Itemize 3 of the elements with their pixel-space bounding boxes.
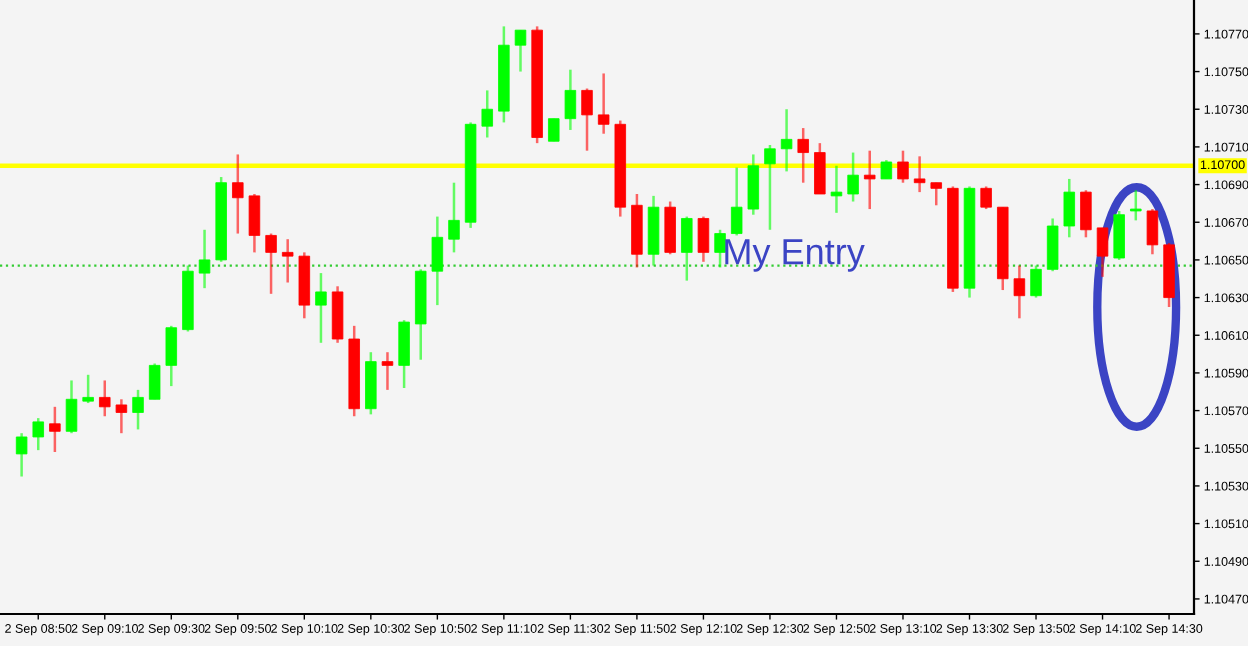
annotation: My Entry: [725, 239, 865, 272]
candlestick: [548, 117, 560, 143]
candlestick: [148, 362, 161, 401]
